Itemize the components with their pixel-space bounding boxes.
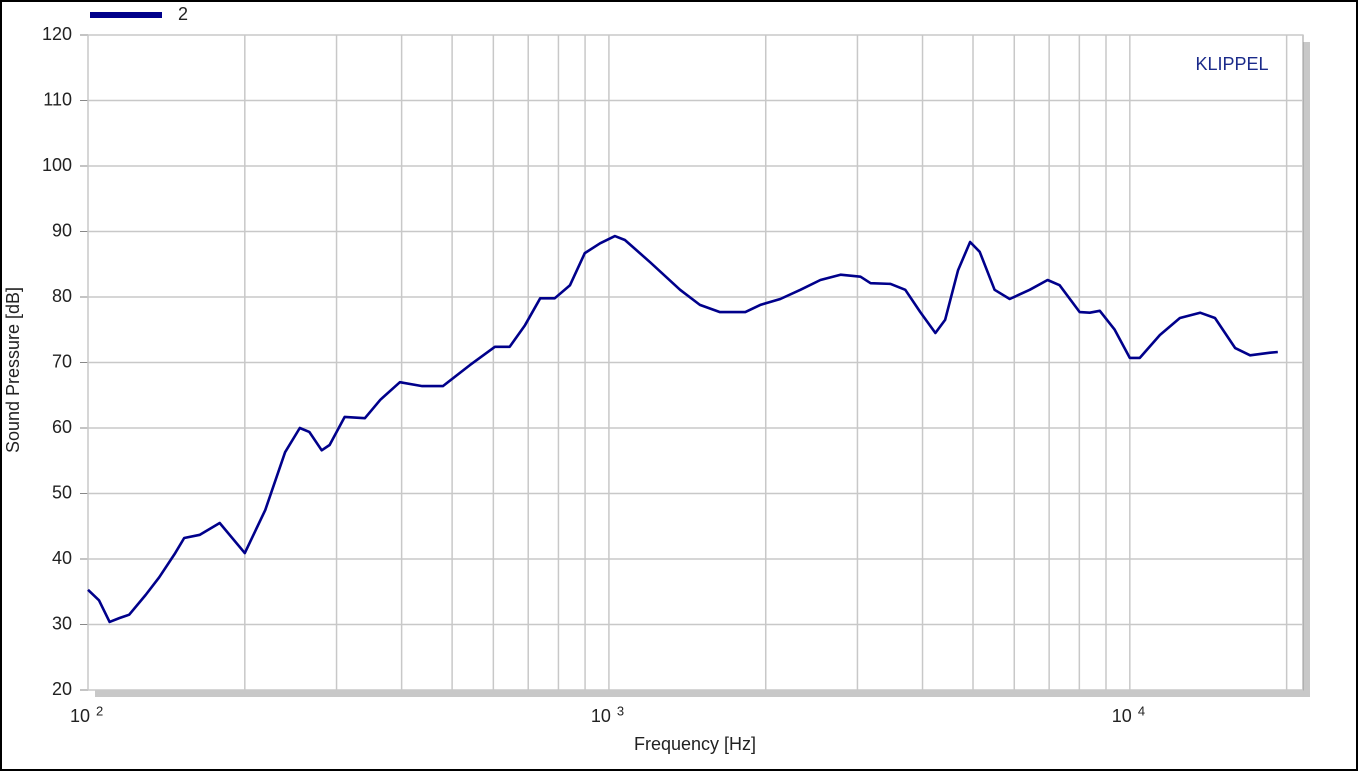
x-tick-exponent: 3 xyxy=(617,703,624,718)
y-tick-label: 60 xyxy=(52,417,72,437)
y-axis-label: Sound Pressure [dB] xyxy=(3,287,23,453)
y-tick-label: 100 xyxy=(42,155,72,175)
y-tick-label: 110 xyxy=(43,89,72,109)
x-axis-label: Frequency [Hz] xyxy=(634,734,756,754)
y-tick-label: 80 xyxy=(52,286,72,306)
y-tick-label: 70 xyxy=(52,351,72,371)
x-tick-label: 10 xyxy=(70,706,90,726)
x-tick-label: 10 xyxy=(1112,706,1132,726)
x-tick-exponent: 2 xyxy=(96,703,103,718)
x-tick-label: 10 xyxy=(591,706,611,726)
legend-label: 2 xyxy=(178,4,188,24)
y-tick-label: 50 xyxy=(52,482,72,502)
annotation: KLIPPEL xyxy=(1195,54,1268,74)
y-tick-label: 20 xyxy=(52,679,72,699)
data-line xyxy=(87,234,1278,624)
x-tick-exponent: 4 xyxy=(1138,703,1145,718)
y-tick-label: 40 xyxy=(52,548,72,568)
y-tick-label: 30 xyxy=(52,613,72,633)
y-tick-label: 120 xyxy=(42,24,72,44)
y-tick-label: 90 xyxy=(52,220,72,240)
